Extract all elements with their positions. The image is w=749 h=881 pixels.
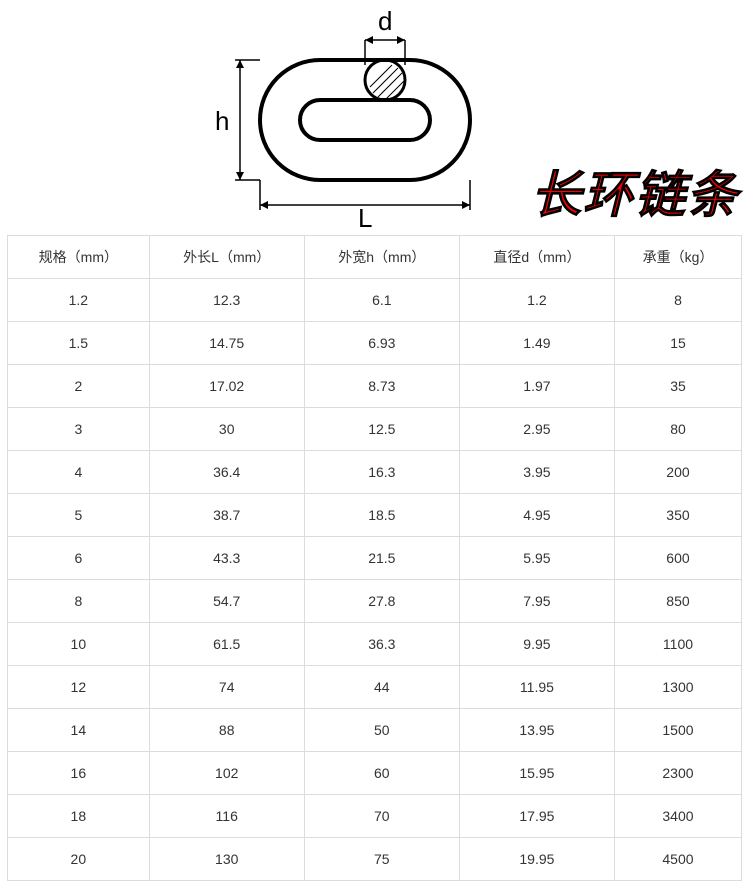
table-cell: 50: [304, 709, 459, 752]
table-cell: 130: [149, 838, 304, 881]
table-cell: 12: [8, 666, 150, 709]
table-cell: 8: [8, 580, 150, 623]
col-header: 规格（mm）: [8, 236, 150, 279]
table-cell: 18.5: [304, 494, 459, 537]
table-cell: 3.95: [459, 451, 614, 494]
table-cell: 75: [304, 838, 459, 881]
table-cell: 2: [8, 365, 150, 408]
table-cell: 19.95: [459, 838, 614, 881]
table-cell: 1100: [614, 623, 741, 666]
table-cell: 1300: [614, 666, 741, 709]
table-cell: 600: [614, 537, 741, 580]
chain-link-diagram: d h L: [210, 5, 490, 230]
table-cell: 43.3: [149, 537, 304, 580]
table-cell: 30: [149, 408, 304, 451]
table-cell: 38.7: [149, 494, 304, 537]
table-cell: 1.5: [8, 322, 150, 365]
table-cell: 8: [614, 279, 741, 322]
table-cell: 4.95: [459, 494, 614, 537]
table-cell: 13.95: [459, 709, 614, 752]
table-cell: 14.75: [149, 322, 304, 365]
table-cell: 35: [614, 365, 741, 408]
table-cell: 16: [8, 752, 150, 795]
table-cell: 14: [8, 709, 150, 752]
product-title: 长环链条: [531, 155, 739, 227]
table-cell: 44: [304, 666, 459, 709]
table-cell: 1500: [614, 709, 741, 752]
table-cell: 1.97: [459, 365, 614, 408]
table-row: 181167017.953400: [8, 795, 742, 838]
table-cell: 3400: [614, 795, 741, 838]
table-cell: 15: [614, 322, 741, 365]
table-cell: 4500: [614, 838, 741, 881]
table-cell: 18: [8, 795, 150, 838]
table-cell: 20: [8, 838, 150, 881]
table-cell: 16.3: [304, 451, 459, 494]
table-cell: 21.5: [304, 537, 459, 580]
table-row: 436.416.33.95200: [8, 451, 742, 494]
table-cell: 850: [614, 580, 741, 623]
table-row: 643.321.55.95600: [8, 537, 742, 580]
table-row: 201307519.954500: [8, 838, 742, 881]
table-row: 1.212.36.11.28: [8, 279, 742, 322]
table-cell: 17.95: [459, 795, 614, 838]
table-row: 217.028.731.9735: [8, 365, 742, 408]
page-container: d h L 长环链条: [0, 0, 749, 881]
table-cell: 102: [149, 752, 304, 795]
table-cell: 3: [8, 408, 150, 451]
table-row: 33012.52.9580: [8, 408, 742, 451]
table-cell: 61.5: [149, 623, 304, 666]
table-cell: 60: [304, 752, 459, 795]
table-cell: 200: [614, 451, 741, 494]
table-cell: 350: [614, 494, 741, 537]
table-cell: 70: [304, 795, 459, 838]
table-cell: 6.93: [304, 322, 459, 365]
table-cell: 12.5: [304, 408, 459, 451]
spec-table: 规格（mm） 外长L（mm） 外宽h（mm） 直径d（mm） 承重（kg） 1.…: [7, 235, 742, 881]
table-cell: 17.02: [149, 365, 304, 408]
table-row: 854.727.87.95850: [8, 580, 742, 623]
col-header: 外长L（mm）: [149, 236, 304, 279]
table-row: 161026015.952300: [8, 752, 742, 795]
table-cell: 74: [149, 666, 304, 709]
table-row: 1061.536.39.951100: [8, 623, 742, 666]
table-cell: 4: [8, 451, 150, 494]
table-cell: 8.73: [304, 365, 459, 408]
table-row: 538.718.54.95350: [8, 494, 742, 537]
table-cell: 10: [8, 623, 150, 666]
table-cell: 80: [614, 408, 741, 451]
table-cell: 27.8: [304, 580, 459, 623]
col-header: 直径d（mm）: [459, 236, 614, 279]
col-header: 外宽h（mm）: [304, 236, 459, 279]
table-cell: 15.95: [459, 752, 614, 795]
table-cell: 12.3: [149, 279, 304, 322]
label-d: d: [378, 6, 392, 36]
table-cell: 6.1: [304, 279, 459, 322]
table-header-row: 规格（mm） 外长L（mm） 外宽h（mm） 直径d（mm） 承重（kg）: [8, 236, 742, 279]
table-cell: 2.95: [459, 408, 614, 451]
table-row: 12744411.951300: [8, 666, 742, 709]
label-h: h: [215, 106, 229, 136]
table-cell: 36.4: [149, 451, 304, 494]
table-cell: 9.95: [459, 623, 614, 666]
table-row: 14885013.951500: [8, 709, 742, 752]
diagram-area: d h L 长环链条: [0, 0, 749, 235]
table-cell: 36.3: [304, 623, 459, 666]
table-cell: 88: [149, 709, 304, 752]
table-cell: 6: [8, 537, 150, 580]
table-cell: 54.7: [149, 580, 304, 623]
table-row: 1.514.756.931.4915: [8, 322, 742, 365]
table-cell: 116: [149, 795, 304, 838]
col-header: 承重（kg）: [614, 236, 741, 279]
table-cell: 2300: [614, 752, 741, 795]
table-cell: 5: [8, 494, 150, 537]
table-cell: 5.95: [459, 537, 614, 580]
table-cell: 11.95: [459, 666, 614, 709]
table-body: 1.212.36.11.281.514.756.931.4915217.028.…: [8, 279, 742, 881]
table-cell: 7.95: [459, 580, 614, 623]
label-L: L: [358, 203, 372, 230]
table-cell: 1.49: [459, 322, 614, 365]
table-cell: 1.2: [8, 279, 150, 322]
table-cell: 1.2: [459, 279, 614, 322]
